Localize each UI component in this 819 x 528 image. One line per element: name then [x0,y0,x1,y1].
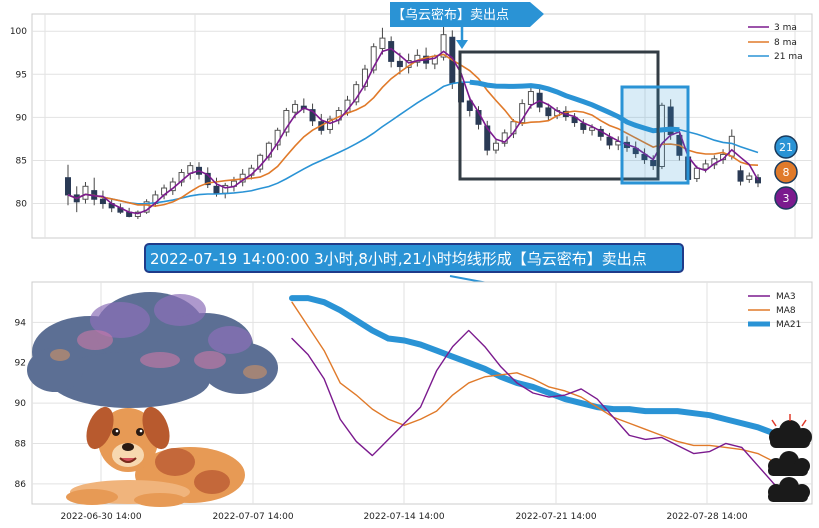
candle-body [440,34,447,58]
candle-body [755,177,761,184]
bottom-x-tick: 2022-06-30 14:00 [60,512,141,522]
candle-body [484,125,491,151]
bottom-y-tick: 92 [15,359,26,369]
legend-8ma: 8 ma [774,38,797,48]
dog-icon [66,406,245,507]
bottom-x-tick: 2022-07-28 14:00 [666,512,747,522]
pattern-box [458,50,660,181]
top-line-21ma-highlight [469,79,680,134]
candle-body [693,167,700,180]
top-y-tick: 100 [10,27,27,37]
top-banner-text: 【乌云密布】卖出点 [392,7,509,23]
candle-body [388,41,395,62]
top-y-tick: 90 [16,113,28,123]
candle-body [283,109,290,133]
candle-body [213,185,220,194]
candle-body [746,175,753,180]
dark-cloud-icon [768,414,812,502]
candle-body [606,136,613,146]
candle-body [589,127,596,131]
bottom-y-tick: 88 [15,439,27,449]
candle-body [99,198,106,205]
main-banner: 2022-07-19 14:00:00 3小时,8小时,21小时均线形成【乌云密… [144,243,684,293]
bottom-y-tick: 86 [15,480,27,490]
top-y-tick-labels: 80 85 90 95 100 [10,27,27,209]
top-panel: 80 85 90 95 100 3 ma 8 ma 21 ma 21 8 3 [10,2,813,239]
candle-body [519,103,526,124]
bottom-y-tick: 90 [15,399,27,409]
top-banner: 【乌云密布】卖出点 [390,2,544,49]
top-line-8ma [67,53,759,207]
bottom-moving-averages [289,295,793,499]
candle-body [309,109,316,122]
candle-body [492,142,499,151]
candle-body [82,185,89,200]
bottom-x-tick-labels: 2022-06-30 14:00 2022-07-07 14:00 2022-07-… [60,512,747,522]
legend-21ma: 21 ma [774,52,803,62]
top-y-tick: 95 [16,70,27,80]
top-plot-area [31,13,813,239]
candle-body [143,201,150,213]
bottom-x-tick: 2022-07-07 14:00 [212,512,293,522]
candle-body [65,177,71,196]
badge-21: 21 [774,135,798,159]
candle-body [327,118,334,130]
bottom-x-tick: 2022-07-14 14:00 [363,512,444,522]
badge-21-label: 21 [779,141,793,154]
candle-body [466,100,473,111]
badge-3: 3 [774,186,798,210]
legend-3ma: 3 ma [774,23,797,33]
legend-MA21: MA21 [776,320,801,330]
top-legend: 3 ma 8 ma 21 ma [748,23,803,62]
bottom-panel: 86 88 90 92 94 2022-06-30 14:00 2022-07-07 14… [15,281,813,522]
bottom-line-MA8 [291,301,791,471]
candle-body [379,37,386,49]
candle-body [702,163,709,170]
bottom-y-tick: 94 [15,318,27,328]
candle-body [292,103,299,113]
candle-body [501,132,508,144]
candle-body [265,142,272,158]
candle-body [204,172,211,186]
candle-body [396,60,403,68]
top-line-3ma [67,47,759,215]
candle-body [527,91,534,105]
bottom-line-MA3 [291,329,791,499]
storm-cloud-icon [27,292,278,408]
signal-box [620,85,690,185]
badge-3-label: 3 [783,192,790,205]
legend-MA3: MA3 [776,292,796,302]
badge-8: 8 [774,160,798,184]
badge-8-label: 8 [783,166,790,179]
bottom-legend: MA3 MA8 MA21 [748,292,801,330]
candle-body [178,172,185,183]
bottom-x-tick: 2022-07-21 14:00 [515,512,596,522]
candle-body [370,46,377,71]
legend-MA8: MA8 [776,306,796,316]
candle-body [545,107,552,117]
top-y-tick: 80 [16,200,28,210]
candle-body [728,135,735,157]
candle-body [737,170,744,182]
bottom-line-MA21 [289,295,793,443]
bottom-y-tick-labels: 86 88 90 92 94 [15,318,27,489]
top-y-tick: 85 [16,156,27,166]
top-moving-averages [67,47,759,215]
main-banner-text: 2022-07-19 14:00:00 3小时,8小时,21小时均线形成【乌云密… [150,250,647,268]
